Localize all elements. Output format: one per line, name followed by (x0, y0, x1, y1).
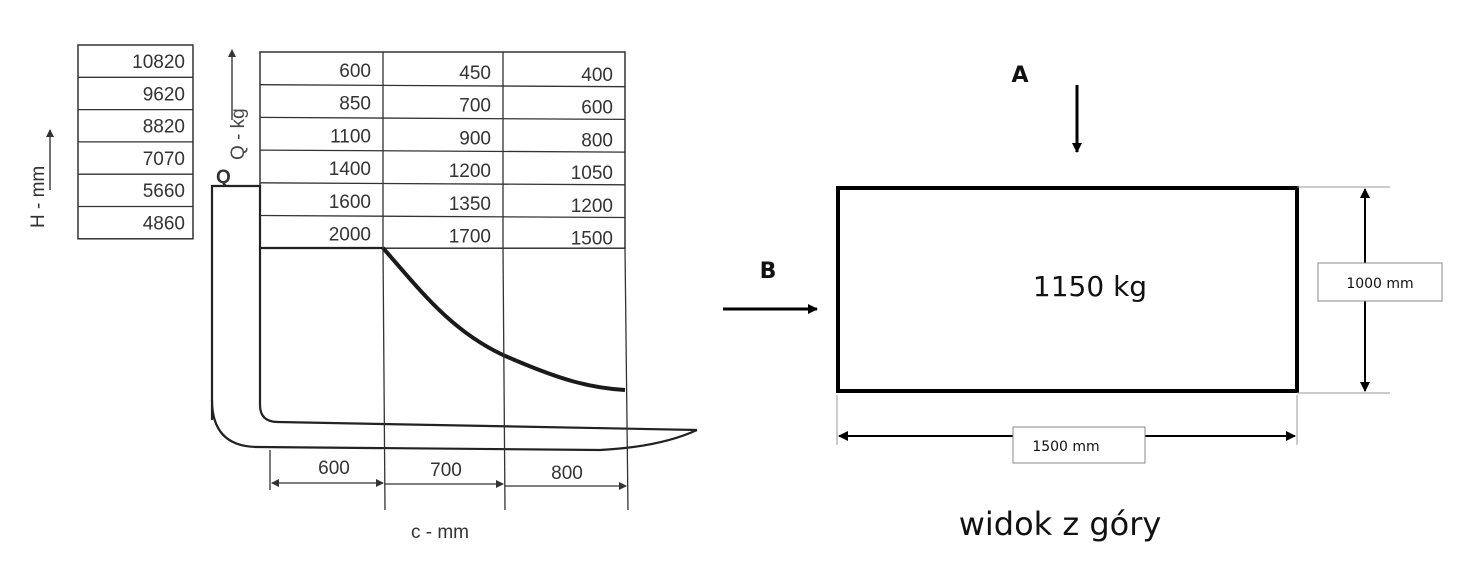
direction-a-label: A (1011, 63, 1028, 88)
width-label-box (1012, 426, 1146, 464)
load-cell: 600 (339, 61, 371, 82)
row-divider (259, 116, 626, 121)
load-cell: 450 (459, 63, 491, 84)
load-cell: 600 (581, 98, 613, 119)
capacity-curve (381, 246, 626, 392)
caption: widok z góry (959, 505, 1162, 543)
load-cell: 850 (339, 94, 371, 115)
height-table: 10820 9620 8820 7070 5660 4860 (77, 44, 194, 240)
load-cell: 800 (581, 130, 613, 151)
load-table: 600 450 400 850 700 600 1100 900 800 1400 1200 1050… (259, 51, 626, 250)
load-cell: 1100 (330, 126, 371, 147)
load-symbol: Q (216, 167, 231, 188)
height-axis-label: H - mm (28, 129, 54, 228)
height-axis-text: H - mm (28, 166, 49, 228)
load-axis-label: Q - kg (228, 49, 249, 160)
depth-label: 1000 mm (1346, 276, 1413, 292)
load-cell: 1500 (571, 229, 613, 250)
width-label: 1500 mm (1032, 439, 1099, 455)
fork-outline-icon (210, 184, 698, 452)
load-mass-label: 1150 kg (1033, 270, 1147, 303)
load-cell: 1600 (329, 192, 371, 213)
row-divider (259, 149, 626, 153)
distance-axis-label: c - mm (411, 522, 469, 543)
distance-dimensions: 600 700 800 (271, 458, 627, 490)
load-cell: 1050 (571, 163, 613, 184)
load-cell: 2000 (329, 225, 371, 246)
top-view: A B 1150 kg 1000 mm 1500 mm widok z góry (723, 63, 1443, 543)
row-divider (259, 182, 626, 186)
height-cell: 7070 (143, 149, 185, 170)
height-cell: 8820 (143, 117, 185, 138)
height-cell: 5660 (143, 181, 185, 202)
load-cell: 1700 (449, 227, 491, 248)
load-cell: 900 (459, 128, 491, 149)
load-outline (836, 186, 1299, 393)
distance-label: 700 (430, 460, 462, 481)
height-cell: 4860 (143, 214, 185, 235)
row-divider (259, 84, 626, 88)
load-cell: 1200 (449, 161, 491, 182)
height-cell: 10820 (132, 52, 185, 73)
distance-gridlines (269, 247, 629, 511)
depth-label-box (1317, 262, 1443, 302)
load-cell: 1400 (329, 159, 371, 180)
load-cell: 400 (581, 65, 613, 86)
load-axis-text: Q - kg (228, 108, 249, 160)
capacity-chart: 10820 9620 8820 7070 5660 4860 600 450 400 850 70… (28, 44, 698, 543)
distance-label: 800 (551, 463, 583, 484)
load-cell: 700 (459, 96, 491, 117)
row-divider (259, 214, 626, 219)
height-cell: 9620 (143, 84, 185, 105)
distance-label: 600 (318, 458, 350, 479)
direction-b-label: B (760, 259, 777, 284)
load-cell: 1200 (571, 196, 613, 217)
load-cell: 1350 (449, 194, 491, 215)
